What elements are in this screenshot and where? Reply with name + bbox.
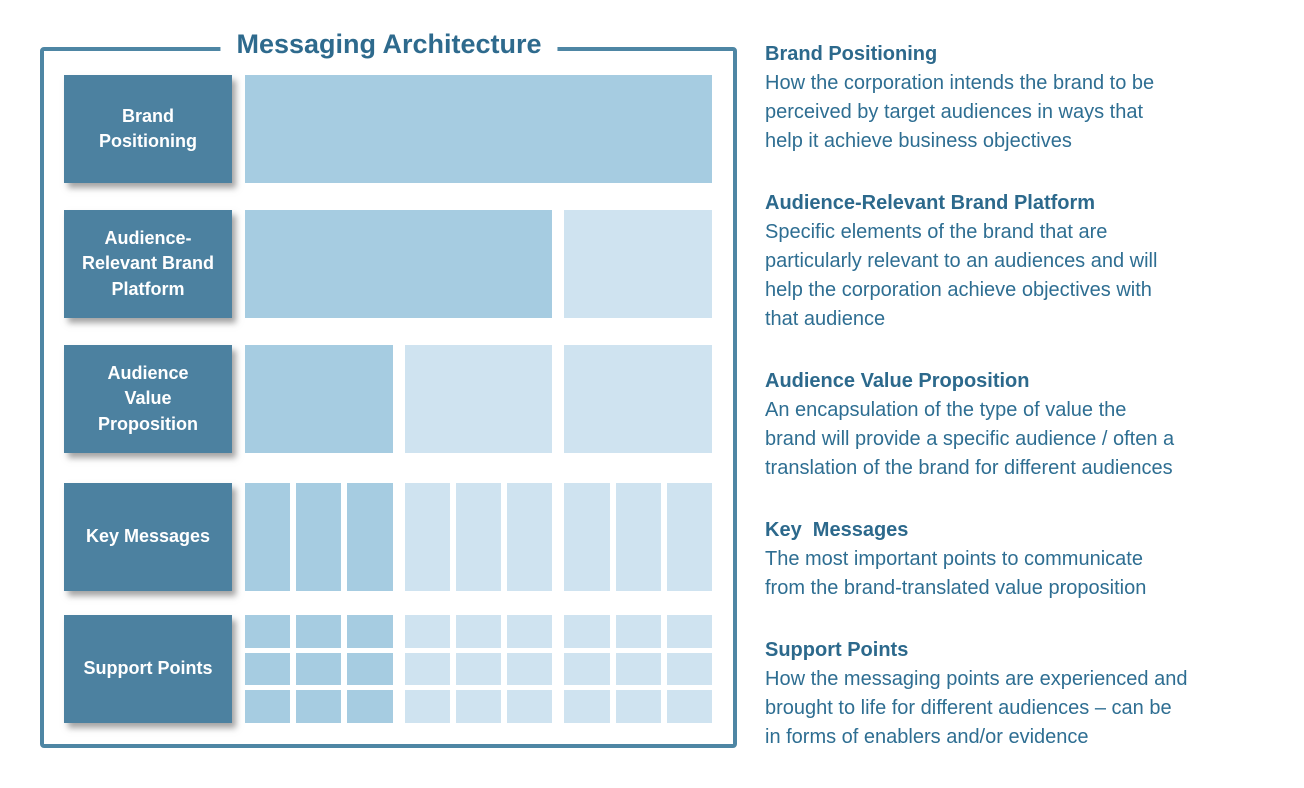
blocks-support-points [245, 615, 712, 723]
label-support-points: Support Points [64, 615, 232, 723]
brand-platform-block-secondary [564, 210, 712, 318]
label-brand-positioning: Brand Positioning [64, 75, 232, 183]
value-proposition-block-1 [245, 345, 393, 453]
brand-positioning-block [245, 75, 712, 183]
support-points-group-1 [245, 615, 393, 723]
legend-body: How the messaging points are experienced… [765, 668, 1188, 748]
legend-section-key-messages: Key Messages The most important points t… [765, 516, 1285, 603]
value-proposition-block-2 [404, 345, 553, 453]
label-brand-platform: Audience- Relevant Brand Platform [64, 210, 232, 318]
legend-section-value-proposition: Audience Value Proposition An encapsulat… [765, 367, 1285, 483]
legend-body: The most important points to communicate… [765, 548, 1147, 599]
legend-section-brand-positioning: Brand Positioning How the corporation in… [765, 40, 1285, 156]
legend-heading: Key Messages [765, 519, 909, 541]
support-points-group-2 [404, 615, 553, 723]
legend: Brand Positioning How the corporation in… [765, 40, 1285, 785]
blocks-value-proposition [245, 345, 712, 453]
legend-heading: Audience-Relevant Brand Platform [765, 192, 1096, 214]
blocks-brand-positioning [245, 75, 712, 183]
key-messages-group-1 [245, 483, 393, 591]
legend-section-support-points: Support Points How the messaging points … [765, 636, 1285, 752]
label-key-messages: Key Messages [64, 483, 232, 591]
key-messages-group-2 [404, 483, 553, 591]
legend-heading: Support Points [765, 639, 909, 661]
key-messages-group-3 [564, 483, 712, 591]
label-value-proposition: Audience Value Proposition [64, 345, 232, 453]
legend-heading: Audience Value Proposition [765, 370, 1030, 392]
brand-platform-block-primary [245, 210, 553, 318]
legend-heading: Brand Positioning [765, 43, 938, 65]
blocks-key-messages [245, 483, 712, 591]
legend-body: Specific elements of the brand that are … [765, 221, 1158, 330]
legend-body: How the corporation intends the brand to… [765, 72, 1155, 152]
legend-section-brand-platform: Audience-Relevant Brand Platform Specifi… [765, 189, 1285, 334]
diagram-title: Messaging Architecture [220, 29, 558, 60]
legend-body: An encapsulation of the type of value th… [765, 399, 1175, 479]
value-proposition-block-3 [564, 345, 712, 453]
support-points-group-3 [564, 615, 712, 723]
blocks-brand-platform [245, 210, 712, 318]
